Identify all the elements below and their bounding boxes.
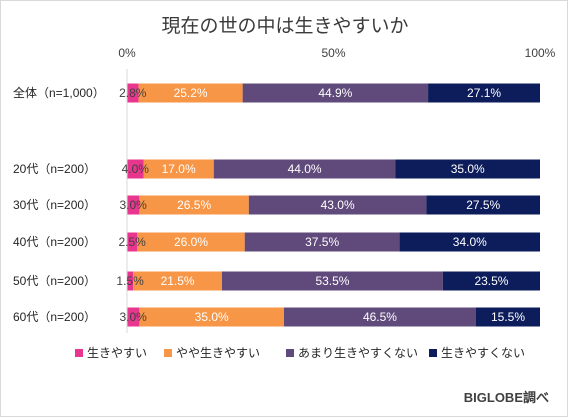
bar-segment [127,159,144,179]
data-label: 2.8% [119,86,147,100]
bar-segment [143,159,214,179]
data-label: 26.5% [177,198,211,212]
bar-segment [139,195,249,215]
data-label: 44.9% [318,86,352,100]
category-label: 30代（n=200） [13,198,96,212]
bar-segment [127,83,139,103]
bar-segment [127,195,140,215]
credit-text: BIGLOBE調べ [464,390,549,405]
bar-segment [127,271,134,291]
data-label: 35.0% [451,162,485,176]
bar-segment [399,232,540,252]
data-label: 2.5% [118,235,146,249]
category-label: 20代（n=200） [13,162,96,176]
data-label: 15.5% [491,310,525,324]
bar-segment [395,159,540,179]
data-label: 21.5% [161,274,195,288]
bar-segment [248,195,427,215]
legend-label: やや生きやすい [176,346,260,360]
legend-label: 生きやすい [87,346,147,360]
category-label: 40代（n=200） [13,235,96,249]
x-tick-label: 0% [118,46,136,60]
data-label: 27.1% [467,86,501,100]
data-label: 1.5% [116,274,144,288]
data-label: 44.0% [288,162,322,176]
data-label: 35.0% [195,310,229,324]
legend-swatch [286,349,294,357]
bar-segment [137,232,245,252]
data-label: 37.5% [305,235,339,249]
bar-segment [426,195,540,215]
bar-segment [139,307,284,327]
category-label: 全体（n=1,000） [13,85,105,100]
bar-segment [244,232,400,252]
data-label: 25.2% [174,86,208,100]
category-labels: 全体（n=1,000） 20代（n=200） 30代（n=200） 40代（n=200… [13,85,105,324]
category-label: 60代（n=200） [13,310,96,324]
bar-segment [242,83,429,103]
data-label: 27.5% [466,198,500,212]
bar-segment [213,159,396,179]
data-label: 4.0% [122,162,150,176]
legend-swatch [75,349,83,357]
bar-segment [475,307,540,327]
data-label: 3.0% [120,310,148,324]
bar-segment [283,307,476,327]
data-label: 43.0% [321,198,355,212]
bar-segment [138,83,243,103]
data-label: 23.5% [474,274,508,288]
bar-segment [428,83,540,103]
legend-label: あまり生きやすくない [298,346,418,360]
legend-swatch [429,349,437,357]
legend-swatch [164,349,172,357]
x-tick-label: 50% [321,46,345,60]
data-labels: 2.8% 25.2% 44.9% 27.1% 4.0% 17.0% 44.0% 35.0% 3.… [116,86,525,324]
bar-segment [442,271,540,291]
data-label: 17.0% [162,162,196,176]
chart-title: 現在の世の中は生きやすいか [161,15,408,37]
data-label: 53.5% [315,274,349,288]
legend: 生きやすい やや生きやすい あまり生きやすくない 生きやすくない [75,346,525,360]
bar-segment [127,232,138,252]
data-label: 46.5% [363,310,397,324]
bar-segment [133,271,222,291]
data-label: 3.0% [120,198,148,212]
x-tick-label: 100% [525,46,556,60]
data-label: 26.0% [174,235,208,249]
bar-segment [221,271,443,291]
bars [127,83,540,327]
category-label: 50代（n=200） [13,274,96,288]
x-axis-ticks: 0% 50% 100% [118,46,555,60]
data-label: 34.0% [453,235,487,249]
legend-label: 生きやすくない [441,346,525,360]
bar-segment [127,307,140,327]
